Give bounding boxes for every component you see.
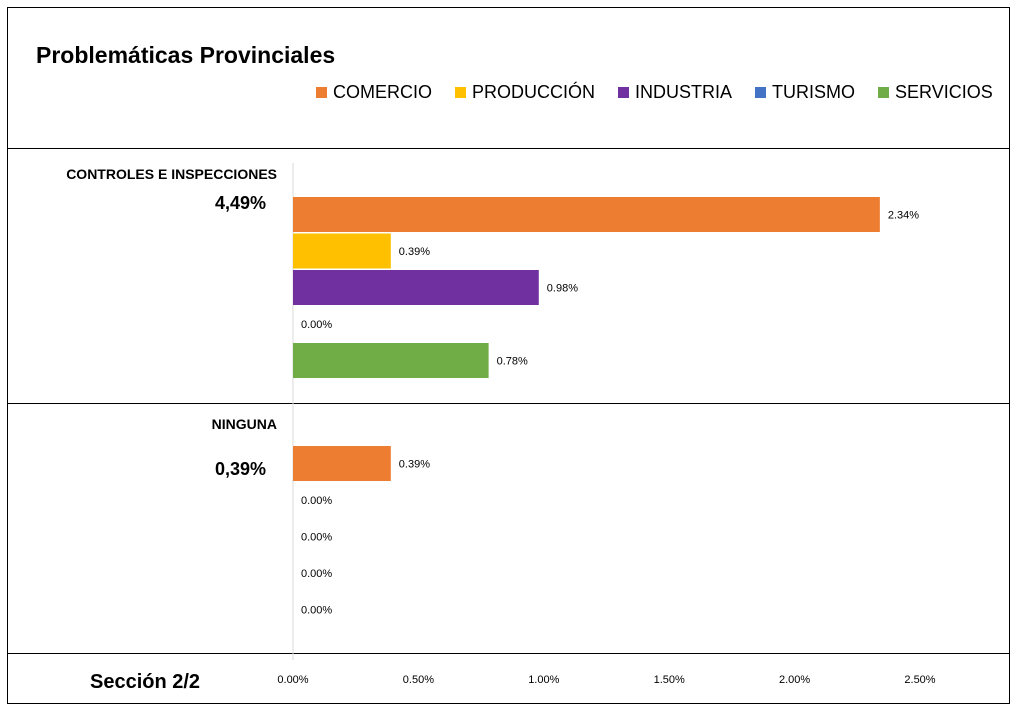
bar-comercio xyxy=(293,197,880,232)
legend-swatch xyxy=(878,87,890,98)
data-label: 0.00% xyxy=(301,532,332,544)
x-tick-label: 2.00% xyxy=(779,674,810,686)
data-label: 0.00% xyxy=(301,319,332,331)
legend-item-servicios: SERVICIOS xyxy=(878,82,993,103)
legend-swatch xyxy=(618,87,630,98)
legend-label: INDUSTRIA xyxy=(635,82,733,102)
legend-label: COMERCIO xyxy=(333,82,432,102)
x-tick-label: 1.00% xyxy=(528,674,559,686)
x-tick-label: 0.00% xyxy=(277,674,308,686)
section-footer: Sección 2/2 xyxy=(90,671,201,693)
data-label: 0.00% xyxy=(301,495,332,507)
divider-footer xyxy=(7,653,1010,654)
legend-label: SERVICIOS xyxy=(895,82,993,102)
data-label: 0.39% xyxy=(399,246,430,258)
chart-title: Problemáticas Provinciales xyxy=(36,42,336,68)
data-label: 0.98% xyxy=(547,283,578,295)
divider-category xyxy=(7,403,1010,404)
category-name-controles: CONTROLES E INSPECCIONES xyxy=(66,166,277,182)
category-name-ninguna: NINGUNA xyxy=(211,416,277,432)
x-tick-label: 2.50% xyxy=(904,674,935,686)
data-label: 2.34% xyxy=(888,210,919,222)
data-label: 0.78% xyxy=(497,356,528,368)
legend: COMERCIO PRODUCCIÓN INDUSTRIA TURISMO SE… xyxy=(316,82,1016,103)
legend-label: PRODUCCIÓN xyxy=(472,82,596,102)
legend-swatch xyxy=(455,87,466,98)
bar-servicios xyxy=(293,343,489,378)
data-label: 0.39% xyxy=(399,459,430,471)
x-tick-label: 0.50% xyxy=(403,674,434,686)
legend-label: TURISMO xyxy=(772,82,856,102)
data-label: 0.00% xyxy=(301,605,332,617)
bar-comercio xyxy=(293,446,391,481)
category-total-ninguna: 0,39% xyxy=(214,459,266,479)
legend-swatch xyxy=(316,87,327,98)
category-total-controles: 4,49% xyxy=(214,193,266,213)
divider-header xyxy=(7,148,1010,149)
x-tick-label: 1.50% xyxy=(654,674,685,686)
legend-item-industria: INDUSTRIA xyxy=(618,82,732,103)
chart-frame xyxy=(7,7,1010,704)
legend-swatch xyxy=(755,87,767,98)
legend-item-comercio: COMERCIO xyxy=(316,82,432,103)
bar-industria xyxy=(293,270,539,305)
legend-item-produccion: PRODUCCIÓN xyxy=(455,82,595,103)
data-label: 0.00% xyxy=(301,568,332,580)
bar-producción xyxy=(293,233,391,269)
legend-item-turismo: TURISMO xyxy=(755,82,855,103)
